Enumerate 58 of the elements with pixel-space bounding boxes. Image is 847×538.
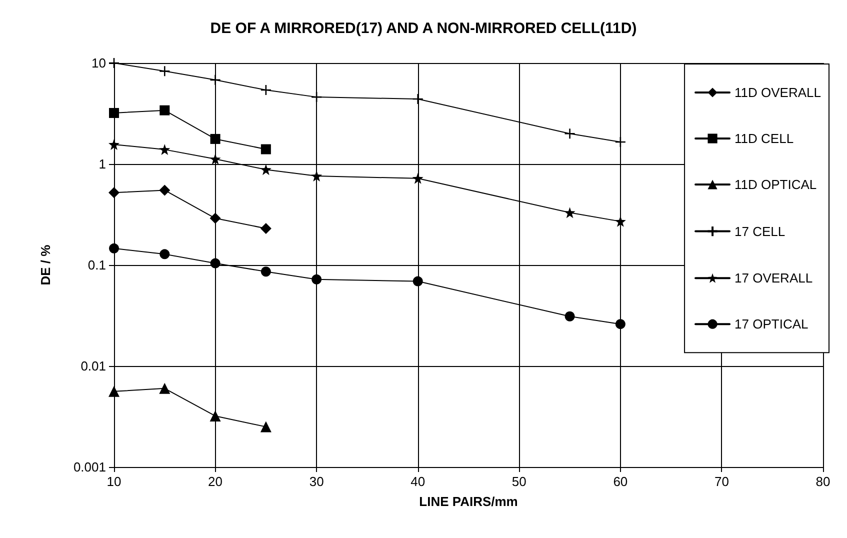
point — [108, 187, 120, 198]
point — [108, 57, 120, 69]
legend-label: 17 CELL — [734, 224, 786, 239]
y-tick-label: 1 — [98, 156, 106, 172]
point — [160, 105, 170, 116]
point — [109, 108, 119, 118]
point — [160, 249, 170, 260]
x-tick-label: 60 — [613, 474, 628, 489]
point — [260, 144, 271, 154]
point — [260, 421, 272, 432]
point — [412, 276, 423, 286]
point — [108, 138, 120, 150]
point — [260, 164, 272, 176]
point — [158, 66, 170, 77]
point — [312, 274, 322, 284]
y-tick-label: 0.01 — [80, 358, 106, 374]
point — [615, 319, 626, 330]
point — [210, 258, 220, 268]
point — [260, 84, 272, 96]
x-tick-label: 10 — [106, 474, 122, 489]
point — [614, 136, 626, 148]
point — [412, 172, 424, 184]
point — [210, 212, 221, 224]
point — [310, 91, 322, 103]
x-tick-label: 50 — [512, 474, 526, 489]
point — [210, 154, 221, 165]
x-tick-label: 20 — [208, 474, 223, 489]
legend-label: 11D OPTICAL — [734, 177, 817, 192]
point — [260, 222, 272, 234]
point — [564, 207, 576, 218]
y-tick-label: 0.001 — [73, 460, 106, 474]
point — [159, 184, 170, 196]
point — [210, 134, 220, 144]
x-tick-label: 80 — [816, 474, 830, 489]
point — [109, 243, 119, 254]
legend-label: 17 OVERALL — [734, 270, 813, 286]
legend-label: 17 OPTICAL — [734, 316, 808, 332]
x-tick-label: 40 — [410, 474, 426, 489]
y-axis-title: DE / % — [38, 244, 53, 286]
x-tick-label: 30 — [309, 474, 324, 489]
point — [564, 128, 576, 140]
point — [210, 74, 221, 86]
point — [210, 410, 221, 422]
point — [108, 386, 120, 397]
point — [260, 266, 271, 277]
point — [614, 216, 626, 227]
legend-label: 11D CELL — [734, 131, 794, 146]
y-tick-label: 0.1 — [88, 258, 106, 272]
chart-title: DE OF A MIRRORED(17) AND A NON-MIRRORED CELL(11D) — [210, 20, 637, 37]
x-tick-label: 70 — [714, 474, 729, 489]
point — [412, 93, 424, 105]
x-axis-title: LINE PAIRS/mm — [419, 494, 518, 509]
point — [564, 311, 575, 322]
point — [159, 144, 170, 156]
y-tick-label: 10 — [92, 56, 106, 70]
point — [159, 382, 170, 394]
legend-label: 11D OVERALL — [734, 85, 821, 100]
point — [311, 170, 322, 182]
